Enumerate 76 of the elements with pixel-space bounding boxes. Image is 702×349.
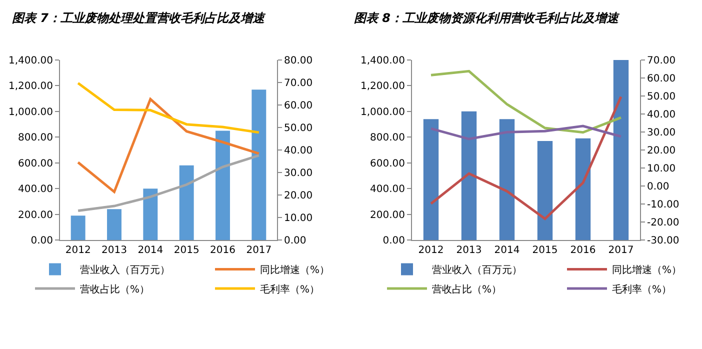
y2-tick-label: 70.00 xyxy=(647,56,676,66)
bar xyxy=(499,119,515,240)
bar xyxy=(70,216,86,240)
legend-label: 同比增速（%） xyxy=(612,264,682,276)
y-tick-label: 1,400.00 xyxy=(360,56,405,66)
y2-tick-label: 80.00 xyxy=(284,56,313,66)
bar xyxy=(423,119,439,240)
y2-tick-label: 20.00 xyxy=(647,146,676,156)
y-tick-label: 1,000.00 xyxy=(8,106,53,118)
y2-tick-label: 0.00 xyxy=(284,236,306,246)
y-tick-label: 200.00 xyxy=(18,210,53,221)
chart-title: 图表 8：工业废物资源化利用营收毛利占比及增速 xyxy=(354,11,621,25)
y-tick-label: 200.00 xyxy=(370,210,405,221)
x-tick-label: 2016 xyxy=(210,245,236,256)
line-series xyxy=(430,124,622,140)
x-tick-label: 2014 xyxy=(138,245,164,256)
bar xyxy=(143,188,158,240)
legend-label: 毛利率（%） xyxy=(612,283,672,296)
x-tick-label: 2016 xyxy=(570,245,596,256)
legend-label: 营收占比（%） xyxy=(80,283,150,296)
bar xyxy=(613,60,629,240)
legend-label: 同比增速（%） xyxy=(260,264,330,276)
y-tick-label: 800.00 xyxy=(18,132,53,144)
bar xyxy=(179,165,194,240)
y2-tick-label: 60.00 xyxy=(284,100,313,112)
x-tick-label: 2017 xyxy=(246,245,272,256)
y-tick-label: 1,200.00 xyxy=(360,81,405,92)
y2-tick-label: 30.00 xyxy=(284,168,313,179)
line-series xyxy=(76,98,260,194)
y-tick-label: 1,000.00 xyxy=(360,106,405,118)
y2-tick-label: 60.00 xyxy=(647,74,676,84)
bar xyxy=(575,138,591,240)
x-tick-label: 2013 xyxy=(456,245,482,256)
y2-tick-label: -10.00 xyxy=(647,200,680,210)
y-tick-label: 0.00 xyxy=(30,236,53,246)
legend-label: 毛利率（%） xyxy=(260,283,320,296)
y-tick-label: 1,200.00 xyxy=(8,81,53,92)
legend-label: 营业收入（百万元） xyxy=(80,264,170,276)
y2-tick-label: 70.00 xyxy=(284,78,313,89)
y2-tick-label: 20.00 xyxy=(284,190,313,202)
y2-tick-label: 50.00 xyxy=(284,123,313,134)
y-tick-label: 800.00 xyxy=(370,132,405,144)
bar xyxy=(461,111,477,240)
line-series xyxy=(76,82,260,134)
x-tick-label: 2014 xyxy=(494,245,520,256)
line-series xyxy=(430,95,622,220)
x-tick-label: 2012 xyxy=(418,245,444,256)
bar xyxy=(107,209,122,240)
x-tick-label: 2015 xyxy=(532,245,558,256)
legend-label: 营收占比（%） xyxy=(432,283,502,296)
y2-tick-label: 30.00 xyxy=(647,128,676,138)
bar xyxy=(252,90,266,240)
line-series xyxy=(76,154,260,212)
y2-tick-label: 10.00 xyxy=(647,164,676,174)
x-tick-label: 2015 xyxy=(174,245,200,256)
y2-tick-label: 40.00 xyxy=(284,146,313,156)
legend-label: 营业收入（百万元） xyxy=(432,264,522,276)
y-tick-label: 1,400.00 xyxy=(8,56,53,66)
x-tick-label: 2013 xyxy=(102,245,127,256)
bar xyxy=(216,130,230,240)
y2-tick-label: -20.00 xyxy=(647,218,680,228)
line-series xyxy=(430,70,622,134)
y2-tick-label: 0.00 xyxy=(647,182,670,192)
y-tick-label: 0.00 xyxy=(382,236,405,246)
chart-title: 图表 7：工业废物处理处置营收毛利占比及增速 xyxy=(12,11,267,25)
y-tick-label: 400.00 xyxy=(18,184,53,196)
y2-tick-label: 50.00 xyxy=(647,92,676,102)
y-tick-label: 600.00 xyxy=(18,158,53,170)
x-tick-label: 2012 xyxy=(65,245,91,256)
y-tick-label: 400.00 xyxy=(370,184,405,196)
y2-tick-label: 10.00 xyxy=(284,213,313,224)
y2-tick-label: -30.00 xyxy=(647,236,680,246)
y2-tick-label: 40.00 xyxy=(647,110,676,120)
y-tick-label: 600.00 xyxy=(370,158,405,170)
x-tick-label: 2017 xyxy=(608,245,634,256)
bar xyxy=(537,141,553,240)
